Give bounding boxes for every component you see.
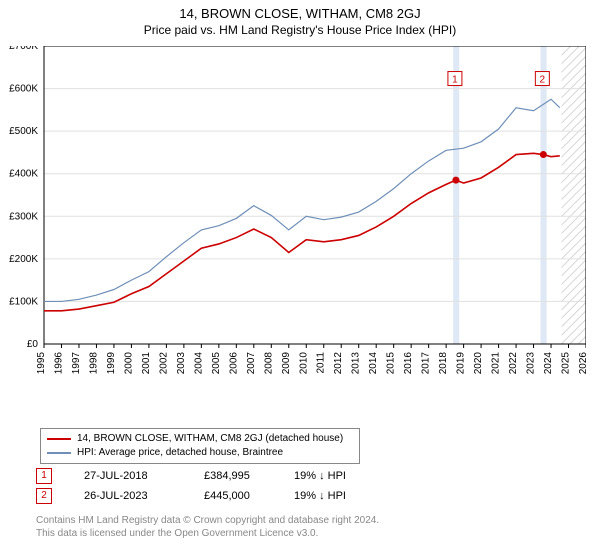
legend-label-red: 14, BROWN CLOSE, WITHAM, CM8 2GJ (detach… xyxy=(77,432,343,446)
svg-text:2022: 2022 xyxy=(508,352,519,375)
legend-row-red: 14, BROWN CLOSE, WITHAM, CM8 2GJ (detach… xyxy=(47,432,353,446)
legend: 14, BROWN CLOSE, WITHAM, CM8 2GJ (detach… xyxy=(40,428,360,464)
svg-text:£600K: £600K xyxy=(9,84,38,95)
marker-delta-1: 19% ↓ HPI xyxy=(294,470,384,482)
marker-badge-1: 1 xyxy=(36,468,52,484)
svg-text:2025: 2025 xyxy=(561,352,572,375)
marker-date-2: 26-JUL-2023 xyxy=(84,490,204,502)
marker-price-1: £384,995 xyxy=(204,470,294,482)
legend-row-blue: HPI: Average price, detached house, Brai… xyxy=(47,446,353,460)
svg-text:2005: 2005 xyxy=(211,352,222,375)
svg-text:£0: £0 xyxy=(27,339,39,350)
marker-badge-2: 2 xyxy=(36,488,52,504)
svg-text:1996: 1996 xyxy=(53,352,64,375)
svg-text:2024: 2024 xyxy=(543,352,554,375)
chart-title: 14, BROWN CLOSE, WITHAM, CM8 2GJ xyxy=(0,0,600,21)
legend-label-blue: HPI: Average price, detached house, Brai… xyxy=(77,446,283,460)
marker-price-2: £445,000 xyxy=(204,490,294,502)
svg-text:2006: 2006 xyxy=(228,352,239,375)
svg-text:£500K: £500K xyxy=(9,126,38,137)
svg-text:£400K: £400K xyxy=(9,169,38,180)
svg-text:2001: 2001 xyxy=(141,352,152,375)
svg-text:2007: 2007 xyxy=(246,352,257,375)
svg-text:2013: 2013 xyxy=(351,352,362,375)
svg-text:2018: 2018 xyxy=(438,352,449,375)
marker-row-2: 2 26-JUL-2023 £445,000 19% ↓ HPI xyxy=(36,486,384,506)
svg-text:2012: 2012 xyxy=(333,352,344,375)
price-chart: £0 £100K £200K £300K £400K £500K £600K £700K 199… xyxy=(0,46,586,386)
svg-text:2017: 2017 xyxy=(421,352,432,375)
svg-text:2014: 2014 xyxy=(368,352,379,375)
svg-text:2019: 2019 xyxy=(456,352,467,375)
svg-text:1998: 1998 xyxy=(88,352,99,375)
marker-table: 1 27-JUL-2018 £384,995 19% ↓ HPI 2 26-JU… xyxy=(36,466,384,506)
svg-text:2004: 2004 xyxy=(193,352,204,375)
svg-text:2003: 2003 xyxy=(176,352,187,375)
marker-date-1: 27-JUL-2018 xyxy=(84,470,204,482)
legend-swatch-red xyxy=(47,438,71,440)
svg-text:1999: 1999 xyxy=(106,352,117,375)
legend-swatch-blue xyxy=(47,452,71,454)
svg-text:2026: 2026 xyxy=(578,352,586,375)
marker-delta-2: 19% ↓ HPI xyxy=(294,490,384,502)
svg-text:2000: 2000 xyxy=(123,352,134,375)
marker-row-1: 1 27-JUL-2018 £384,995 19% ↓ HPI xyxy=(36,466,384,486)
svg-text:2008: 2008 xyxy=(263,352,274,375)
chart-container: 14, BROWN CLOSE, WITHAM, CM8 2GJ Price p… xyxy=(0,0,600,560)
svg-text:2009: 2009 xyxy=(281,352,292,375)
svg-text:£100K: £100K xyxy=(9,296,38,307)
svg-text:2: 2 xyxy=(540,75,546,86)
svg-text:2015: 2015 xyxy=(386,352,397,375)
svg-text:2021: 2021 xyxy=(491,352,502,375)
svg-text:2016: 2016 xyxy=(403,352,414,375)
svg-text:2023: 2023 xyxy=(526,352,537,375)
svg-text:2010: 2010 xyxy=(298,352,309,375)
footer: Contains HM Land Registry data © Crown c… xyxy=(36,514,379,540)
svg-text:1995: 1995 xyxy=(36,352,47,375)
svg-text:2002: 2002 xyxy=(158,352,169,375)
svg-text:£200K: £200K xyxy=(9,254,38,265)
svg-text:£700K: £700K xyxy=(9,46,38,52)
footer-line-1: Contains HM Land Registry data © Crown c… xyxy=(36,514,379,527)
svg-text:2011: 2011 xyxy=(316,352,327,374)
svg-text:£300K: £300K xyxy=(9,211,38,222)
svg-text:2020: 2020 xyxy=(473,352,484,375)
svg-text:1: 1 xyxy=(452,75,458,86)
chart-subtitle: Price paid vs. HM Land Registry's House … xyxy=(0,21,600,41)
footer-line-2: This data is licensed under the Open Gov… xyxy=(36,527,379,540)
svg-text:1997: 1997 xyxy=(71,352,82,375)
